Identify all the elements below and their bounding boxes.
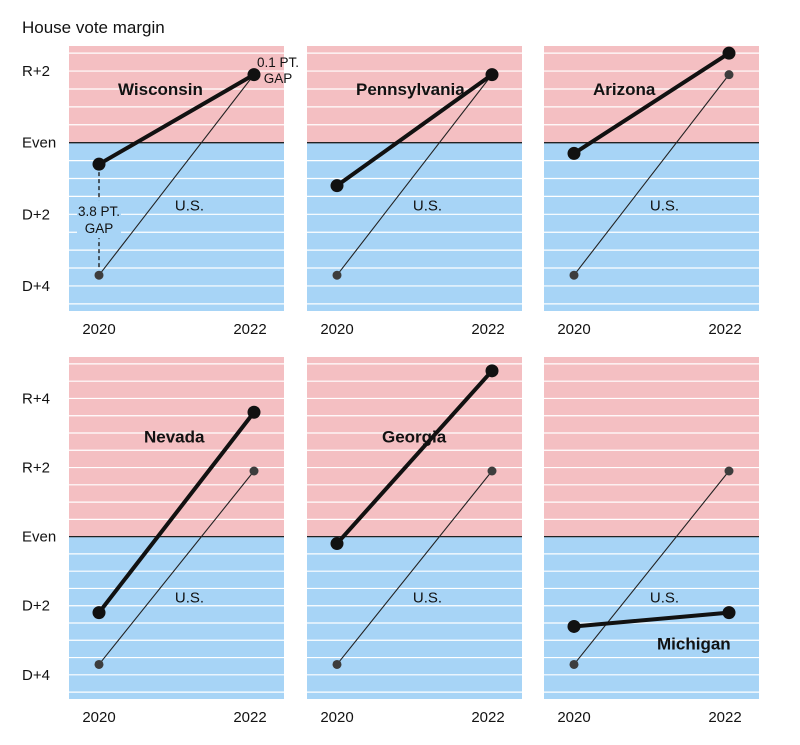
state-point-2022 xyxy=(485,68,499,82)
y-tick-label: R+2 xyxy=(22,460,50,477)
state-point-2022 xyxy=(247,68,261,82)
republican-region xyxy=(307,357,522,537)
us-point-2020 xyxy=(569,270,579,280)
x-tick-label: 2020 xyxy=(557,709,590,726)
democratic-region xyxy=(69,536,284,699)
x-tick-label: 2020 xyxy=(82,709,115,726)
us-line xyxy=(98,470,255,665)
y-tick-label: D+2 xyxy=(22,206,50,223)
us-point-2020 xyxy=(332,659,342,669)
y-tick-label: D+2 xyxy=(22,598,50,615)
state-point-2020 xyxy=(92,606,106,620)
republican-region xyxy=(544,46,759,143)
y-axis-title: House vote margin xyxy=(22,18,165,37)
x-tick-label: 2022 xyxy=(233,709,266,726)
panel-arizona: U.S. Arizona 2020 2022 xyxy=(544,46,759,338)
state-line xyxy=(97,410,256,615)
republican-region xyxy=(69,357,284,537)
state-point-2022 xyxy=(247,405,261,419)
us-point-2020 xyxy=(332,270,342,280)
us-point-2022 xyxy=(487,466,497,476)
us-line xyxy=(336,74,493,276)
us-label: U.S. xyxy=(175,589,204,606)
x-tick-label: 2020 xyxy=(320,709,353,726)
us-label: U.S. xyxy=(413,198,442,215)
us-point-2020 xyxy=(94,270,104,280)
us-point-2022 xyxy=(249,466,259,476)
us-line xyxy=(573,470,730,665)
x-tick-label: 2020 xyxy=(82,321,115,338)
state-point-2020 xyxy=(567,619,581,633)
state-point-2020 xyxy=(567,146,581,160)
democratic-region xyxy=(307,142,522,311)
us-label: U.S. xyxy=(650,589,679,606)
panel-michigan: U.S. Michigan 2020 2022 xyxy=(544,357,759,726)
state-line xyxy=(572,610,731,629)
x-tick-label: 2020 xyxy=(320,321,353,338)
us-line xyxy=(98,74,255,276)
state-label: Michigan xyxy=(657,635,731,654)
y-tick-label: R+4 xyxy=(22,390,50,407)
republican-region xyxy=(69,46,284,143)
state-line xyxy=(335,72,494,188)
x-tick-label: 2022 xyxy=(708,709,741,726)
x-tick-label: 2022 xyxy=(471,709,504,726)
us-line xyxy=(573,74,730,276)
republican-region xyxy=(544,357,759,537)
state-point-2020 xyxy=(92,157,106,171)
state-point-2022 xyxy=(485,364,499,378)
state-point-2022 xyxy=(722,46,736,60)
us-label: U.S. xyxy=(650,198,679,215)
gap-2020-label: GAP xyxy=(85,221,114,236)
us-point-2022 xyxy=(724,70,734,80)
gap-2020-label: 3.8 PT. xyxy=(78,204,120,219)
state-point-2022 xyxy=(722,606,736,620)
panel-pennsylvania: U.S. Pennsylvania 2020 2022 xyxy=(307,46,522,338)
y-tick-label: Even xyxy=(22,135,56,152)
x-tick-label: 2022 xyxy=(233,321,266,338)
state-label: Georgia xyxy=(382,427,447,446)
us-label: U.S. xyxy=(413,589,442,606)
state-label: Pennsylvania xyxy=(356,80,465,99)
state-line xyxy=(97,72,256,167)
us-line xyxy=(336,470,493,665)
state-label: Wisconsin xyxy=(118,80,203,99)
state-line xyxy=(572,51,731,156)
democratic-region xyxy=(307,536,522,699)
gap-2022-label: GAP xyxy=(264,71,293,86)
gap-label-bg xyxy=(77,200,121,239)
y-tick-label: D+4 xyxy=(22,278,50,295)
y-tick-label: R+2 xyxy=(22,63,50,80)
panel-nevada: U.S. Nevada 2020 2022 xyxy=(69,357,284,726)
state-line xyxy=(335,368,494,546)
state-point-2020 xyxy=(330,537,344,551)
x-tick-label: 2020 xyxy=(557,321,590,338)
us-point-2022 xyxy=(724,466,734,476)
x-tick-label: 2022 xyxy=(471,321,504,338)
state-label: Nevada xyxy=(144,427,205,446)
state-label: Arizona xyxy=(593,80,656,99)
republican-region xyxy=(307,46,522,143)
gap-2022-label: 0.1 PT. xyxy=(257,55,299,70)
us-label: U.S. xyxy=(175,198,204,215)
panel-georgia: U.S. Georgia 2020 2022 xyxy=(307,357,522,726)
us-point-2020 xyxy=(569,659,579,669)
state-point-2020 xyxy=(330,179,344,193)
x-tick-label: 2022 xyxy=(708,321,741,338)
democratic-region xyxy=(544,142,759,311)
y-tick-label: D+4 xyxy=(22,667,50,684)
us-point-2020 xyxy=(94,659,104,669)
y-tick-label: Even xyxy=(22,529,56,546)
